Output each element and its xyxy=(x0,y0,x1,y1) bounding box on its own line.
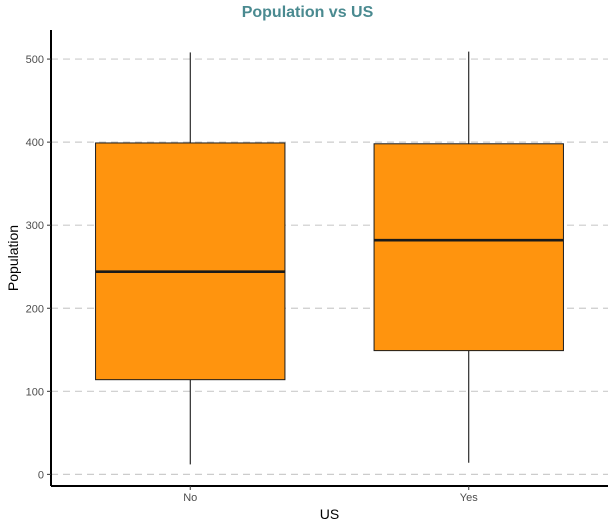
gridlines xyxy=(51,58,608,475)
y-axis-title: Population xyxy=(5,225,21,291)
y-tick-label-500: 500 xyxy=(26,54,44,66)
x-axis-title: US xyxy=(320,506,339,522)
y-tick-label-0: 0 xyxy=(38,469,44,481)
box-no xyxy=(95,52,286,465)
boxes xyxy=(95,51,564,465)
box-yes xyxy=(373,51,564,463)
y-tick-label-300: 300 xyxy=(26,220,44,232)
x-tick-label-no: No xyxy=(183,492,197,504)
chart-title: Population vs US xyxy=(241,4,374,21)
x-tick-label-yes: Yes xyxy=(460,492,478,504)
y-tick-label-400: 400 xyxy=(26,137,44,149)
y-tick-label-100: 100 xyxy=(26,386,44,398)
axis-ticks: 0 100 200 300 400 500 No Yes xyxy=(26,54,479,504)
y-tick-label-200: 200 xyxy=(26,303,44,315)
iqr-box xyxy=(373,143,564,352)
iqr-box xyxy=(95,142,286,381)
